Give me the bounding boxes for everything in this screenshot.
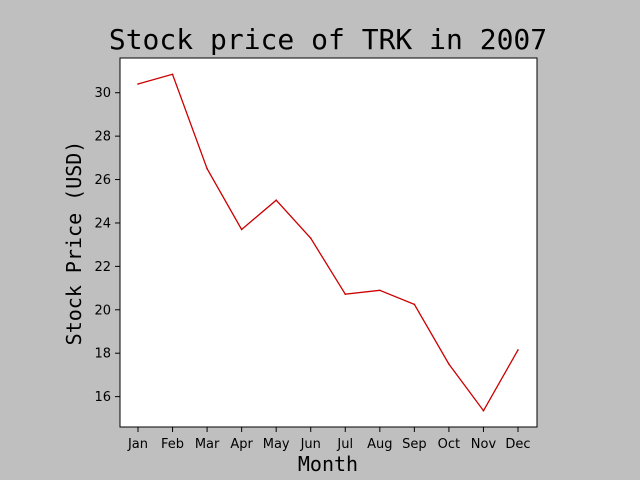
y-tick-label: 20	[94, 303, 111, 318]
x-tick-label: Dec	[505, 437, 530, 452]
x-tick-label: Apr	[230, 437, 253, 452]
x-tick-label: Jan	[127, 437, 148, 452]
x-tick-label: Nov	[471, 437, 497, 452]
x-tick-label: Oct	[438, 437, 460, 452]
y-tick-label: 24	[94, 216, 111, 231]
plot-area	[119, 57, 538, 428]
x-axis-label: Month	[298, 452, 358, 476]
x-axis: Jan Feb Mar Apr May Jun Jul Aug Sep Oct Nov Dec	[127, 427, 531, 452]
chart-title: Stock price of TRK in 2007	[109, 23, 547, 56]
data-point-oct	[448, 363, 450, 365]
data-points	[137, 73, 519, 412]
data-point-mar	[206, 167, 208, 170]
data-point-jun	[309, 237, 312, 239]
x-tick-label: Jun	[300, 437, 321, 452]
data-point-apr	[240, 228, 243, 231]
data-point-aug	[379, 289, 381, 292]
y-tick-label: 16	[94, 390, 111, 405]
y-tick-label: 26	[94, 173, 111, 188]
x-tick-label: Mar	[195, 437, 220, 452]
x-tick-label: Feb	[161, 437, 184, 452]
y-tick-label: 30	[94, 86, 111, 101]
data-point-may	[275, 199, 277, 201]
data-point-jul	[344, 293, 347, 295]
y-tick-label: 28	[94, 130, 111, 145]
data-point-nov	[482, 409, 485, 412]
y-tick-label: 22	[94, 260, 111, 275]
price-line	[137, 73, 519, 412]
data-point-sep	[413, 303, 416, 306]
y-tick-label: 18	[94, 347, 111, 362]
data-point-dec	[517, 349, 519, 351]
y-axis-label: Stock Price (USD)	[62, 141, 86, 346]
x-tick-label: Jul	[336, 437, 353, 452]
x-tick-label: Aug	[367, 437, 392, 452]
x-tick-label: Sep	[402, 437, 427, 452]
x-tick-label: May	[263, 437, 290, 452]
y-axis: 16 18 20 22 24 26 28 30	[94, 86, 120, 405]
data-point-jan	[137, 83, 139, 85]
data-point-feb	[171, 73, 174, 76]
